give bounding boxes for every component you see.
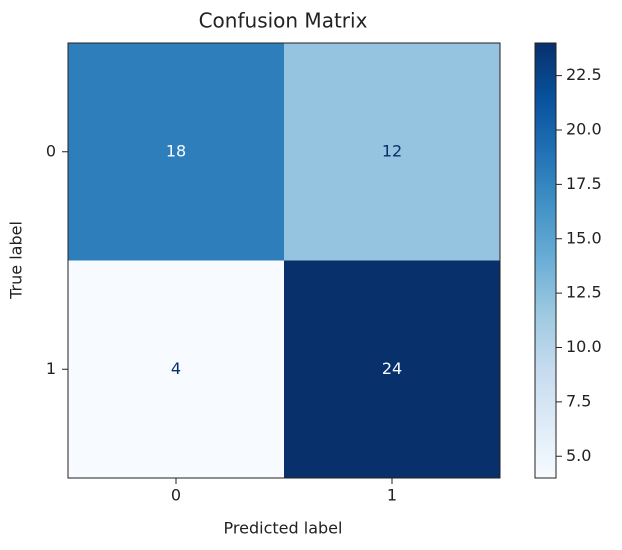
colorbar [534,42,557,479]
colorbar-tick-label: 22.5 [566,65,602,84]
cell-label: 18 [166,141,186,160]
plot-frame [67,42,501,479]
colorbar-tick-label: 15.0 [566,228,602,247]
y-axis-label: True label [7,221,26,300]
x-axis-label: Predicted label [224,519,343,538]
cell-label: 24 [382,359,402,378]
colorbar-tick-label: 7.5 [566,391,591,410]
y-tick-label: 1 [46,359,56,378]
cell [284,43,500,261]
x-tick-label: 0 [171,486,181,505]
colorbar-tick-label: 20.0 [566,120,602,139]
chart-title: Confusion Matrix [199,9,368,33]
y-tick-label: 0 [46,141,56,160]
cell [68,260,284,478]
colorbar-tick-label: 17.5 [566,174,602,193]
cell [68,43,284,261]
x-tick-label: 1 [387,486,397,505]
cell [284,260,500,478]
cell-label: 12 [382,141,402,160]
colorbar-tick-label: 10.0 [566,337,602,356]
colorbar-tick-label: 5.0 [566,446,591,465]
cell-label: 4 [171,359,181,378]
colorbar-tick-label: 12.5 [566,283,602,302]
